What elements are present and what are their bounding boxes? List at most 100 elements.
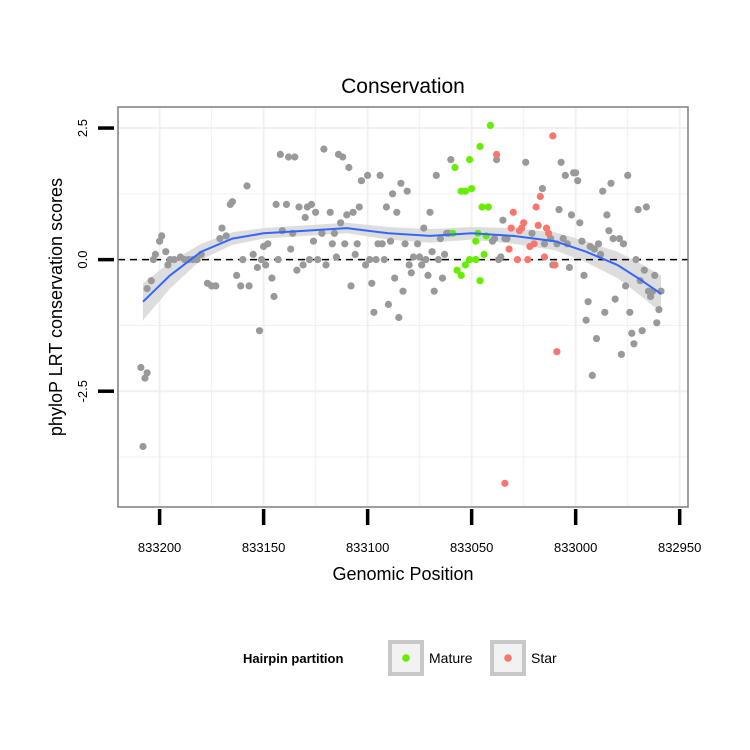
point-other [617,350,626,358]
point-other [565,263,574,272]
point-star [513,256,522,264]
point-mature [453,266,461,274]
point-other [622,282,630,290]
point-other [522,158,530,166]
point-other [432,171,440,179]
point-other [305,256,313,264]
point-other [320,145,328,153]
point-mature [451,163,459,172]
point-other [615,235,624,243]
point-other [272,200,280,208]
point-other [592,335,601,343]
point-other [291,153,299,161]
point-other [147,277,155,285]
point-other [355,203,363,211]
point-other [343,211,351,219]
point-other [372,256,380,264]
point-other [578,237,586,245]
point-other [634,206,642,214]
legend-key-mature [388,640,424,676]
point-other [403,187,411,195]
point-other [307,200,316,208]
point-other [287,245,295,253]
point-other [276,150,284,158]
point-other [409,253,417,261]
legend-dot-mature [402,654,410,662]
point-other [257,256,266,264]
point-other [249,250,257,258]
point-other [143,369,151,377]
point-other [368,279,376,287]
point-other [332,253,340,261]
point-other [212,282,220,290]
point-other [253,263,261,272]
point-mature [461,261,469,269]
point-other [314,256,322,264]
x-axis-title: Genomic Position [332,564,473,584]
point-other [401,240,409,248]
data-points [137,121,665,487]
legend-entry-star: Star [490,640,557,676]
point-other [386,237,395,245]
point-other [216,235,224,243]
point-mature [466,256,474,264]
point-other [555,206,563,214]
point-other [366,256,374,264]
plot-panel [117,106,689,508]
point-other [630,340,638,348]
point-other [295,203,303,211]
point-other [428,248,436,256]
panel-border [117,106,689,508]
legend-dot-star [504,654,512,662]
point-other [424,271,432,279]
point-other [158,232,166,240]
point-mature [486,121,494,129]
x-tick-label: 833050 [450,540,493,555]
point-other [137,363,145,372]
point-mature [480,250,488,258]
point-other [151,250,159,258]
point-other [584,298,592,306]
point-other [611,295,619,303]
point-star [530,240,538,248]
smooth-line [142,227,662,303]
point-other [255,327,264,335]
point-other [588,371,596,379]
point-other [380,256,388,264]
point-star [536,192,544,201]
point-other [420,224,428,232]
point-other [353,240,361,248]
point-other [538,185,547,193]
point-other [270,292,278,301]
point-other [418,261,426,269]
point-star [534,221,542,229]
y-axis-title: phyloP LRT conservation scores [46,178,66,436]
point-other [357,177,365,185]
point-other [653,319,661,327]
point-other [576,219,584,227]
x-tick-label: 833200 [138,540,181,555]
point-other [628,329,636,337]
point-other [619,240,628,248]
point-other [640,266,648,274]
point-other [407,269,415,277]
point-other [330,229,338,237]
point-other [434,256,442,264]
point-mature [457,271,465,279]
point-other [339,153,347,161]
point-other [370,308,378,316]
x-tick-label: 833000 [554,540,597,555]
point-star [524,256,532,264]
point-other [376,171,384,179]
point-other [262,261,270,269]
point-other [239,256,247,264]
point-other [264,240,272,248]
point-other [228,198,236,206]
point-other [438,274,447,282]
point-other [561,171,569,179]
point-other [384,300,392,308]
point-other [447,156,455,164]
point-other [274,256,282,264]
point-mature [472,237,480,245]
